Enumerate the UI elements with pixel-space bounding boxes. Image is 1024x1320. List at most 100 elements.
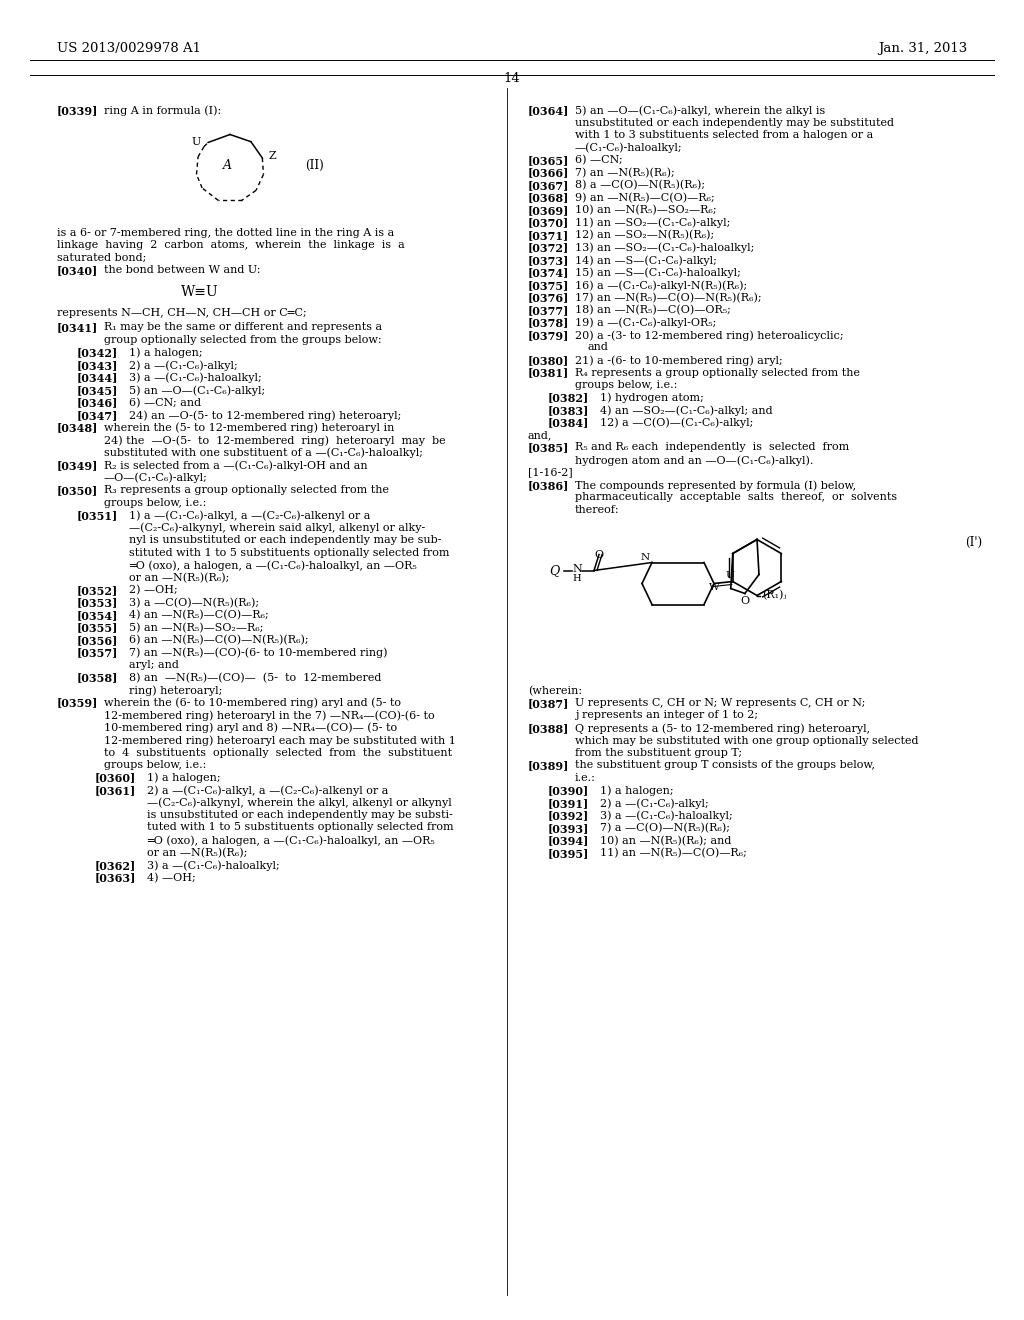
Text: The compounds represented by formula (I) below,: The compounds represented by formula (I)… (575, 480, 856, 491)
Text: [0394]: [0394] (548, 836, 590, 846)
Text: saturated bond;: saturated bond; (57, 252, 146, 263)
Text: [0348]: [0348] (57, 422, 98, 433)
Text: R₂ is selected from a —(C₁-C₆)-alkyl-OH and an: R₂ is selected from a —(C₁-C₆)-alkyl-OH … (104, 459, 368, 470)
Text: with 1 to 3 substituents selected from a halogen or a: with 1 to 3 substituents selected from a… (575, 129, 873, 140)
Text: [0353]: [0353] (77, 598, 119, 609)
Text: 3) a —(C₁-C₆)-haloalkyl;: 3) a —(C₁-C₆)-haloalkyl; (600, 810, 733, 821)
Text: 12-membered ring) heteroaryl each may be substituted with 1: 12-membered ring) heteroaryl each may be… (104, 735, 456, 746)
Text: [0344]: [0344] (77, 372, 119, 384)
Text: substituted with one substituent of a —(C₁-C₆)-haloalkyl;: substituted with one substituent of a —(… (104, 447, 423, 458)
Text: 5) an —N(R₅)—SO₂—R₆;: 5) an —N(R₅)—SO₂—R₆; (129, 623, 263, 632)
Text: ring) heteroaryl;: ring) heteroaryl; (129, 685, 222, 696)
Text: [0377]: [0377] (528, 305, 569, 315)
Text: [1-16-2]: [1-16-2] (528, 467, 572, 478)
Text: 16) a —(C₁-C₆)-alkyl-N(R₅)(R₆);: 16) a —(C₁-C₆)-alkyl-N(R₅)(R₆); (575, 280, 748, 290)
Text: [0389]: [0389] (528, 760, 569, 771)
Text: [0395]: [0395] (548, 847, 590, 859)
Text: [0345]: [0345] (77, 385, 119, 396)
Text: wherein the (5- to 12-membered ring) heteroaryl in: wherein the (5- to 12-membered ring) het… (104, 422, 394, 433)
Text: i.e.:: i.e.: (575, 774, 596, 783)
Text: R₅ and R₆ each  independently  is  selected  from: R₅ and R₆ each independently is selected… (575, 442, 849, 453)
Text: [0347]: [0347] (77, 411, 119, 421)
Text: aryl; and: aryl; and (129, 660, 179, 671)
Text: [0352]: [0352] (77, 585, 118, 597)
Text: and: and (588, 342, 609, 352)
Text: [0378]: [0378] (528, 318, 569, 329)
Text: R₁ may be the same or different and represents a: R₁ may be the same or different and repr… (104, 322, 382, 333)
Text: [0384]: [0384] (548, 417, 590, 429)
Text: ═O (oxo), a halogen, a —(C₁-C₆)-haloalkyl, an —OR₅: ═O (oxo), a halogen, a —(C₁-C₆)-haloalky… (129, 560, 417, 570)
Text: 6) —CN; and: 6) —CN; and (129, 397, 201, 408)
Text: A: A (222, 158, 231, 172)
Text: stituted with 1 to 5 substituents optionally selected from: stituted with 1 to 5 substituents option… (129, 548, 450, 557)
Text: U: U (725, 572, 734, 579)
Text: [0346]: [0346] (77, 397, 119, 408)
Text: group optionally selected from the groups below:: group optionally selected from the group… (104, 335, 382, 345)
Text: [0359]: [0359] (57, 697, 98, 709)
Text: j represents an integer of 1 to 2;: j represents an integer of 1 to 2; (575, 710, 758, 721)
Text: 18) an —N(R₅)—C(O)—OR₅;: 18) an —N(R₅)—C(O)—OR₅; (575, 305, 731, 315)
Text: [0374]: [0374] (528, 268, 569, 279)
Text: [0376]: [0376] (528, 293, 569, 304)
Text: [0341]: [0341] (57, 322, 98, 334)
Text: from the substituent group T;: from the substituent group T; (575, 748, 742, 758)
Text: ring A in formula (I):: ring A in formula (I): (104, 106, 221, 116)
Text: 12) a —C(O)—(C₁-C₆)-alkyl;: 12) a —C(O)—(C₁-C₆)-alkyl; (600, 417, 754, 428)
Text: H: H (572, 574, 582, 583)
Text: [0356]: [0356] (77, 635, 119, 645)
Text: [0349]: [0349] (57, 459, 98, 471)
Text: [0385]: [0385] (528, 442, 569, 454)
Text: [0358]: [0358] (77, 672, 119, 684)
Text: 11) an —N(R₅)—C(O)—R₆;: 11) an —N(R₅)—C(O)—R₆; (600, 847, 746, 858)
Text: 11) an —SO₂—(C₁-C₆)-alkyl;: 11) an —SO₂—(C₁-C₆)-alkyl; (575, 218, 730, 228)
Text: unsubstituted or each independently may be substituted: unsubstituted or each independently may … (575, 117, 894, 128)
Text: [0375]: [0375] (528, 280, 569, 290)
Text: [0355]: [0355] (77, 623, 119, 634)
Text: [0339]: [0339] (57, 106, 98, 116)
Text: —(C₂-C₆)-alkynyl, wherein said alkyl, alkenyl or alky-: —(C₂-C₆)-alkynyl, wherein said alkyl, al… (129, 523, 425, 533)
Text: 9) an —N(R₅)—C(O)—R₆;: 9) an —N(R₅)—C(O)—R₆; (575, 193, 715, 203)
Text: 5) an —O—(C₁-C₆)-alkyl;: 5) an —O—(C₁-C₆)-alkyl; (129, 385, 265, 396)
Text: 1) a halogen;: 1) a halogen; (147, 772, 220, 783)
Text: [0372]: [0372] (528, 243, 569, 253)
Text: 4) an —SO₂—(C₁-C₆)-alkyl; and: 4) an —SO₂—(C₁-C₆)-alkyl; and (600, 405, 773, 416)
Text: [0362]: [0362] (95, 861, 136, 871)
Text: 20) a -(3- to 12-membered ring) heteroalicyclic;: 20) a -(3- to 12-membered ring) heteroal… (575, 330, 844, 341)
Text: [0380]: [0380] (528, 355, 569, 366)
Text: 24) an —O-(5- to 12-membered ring) heteroaryl;: 24) an —O-(5- to 12-membered ring) heter… (129, 411, 401, 421)
Text: 6) —CN;: 6) —CN; (575, 154, 623, 165)
Text: (R₁)ⱼ: (R₁)ⱼ (762, 590, 786, 601)
Text: 4) —OH;: 4) —OH; (147, 873, 196, 883)
Text: 6) an —N(R₅)—C(O)—N(R₅)(R₆);: 6) an —N(R₅)—C(O)—N(R₅)(R₆); (129, 635, 308, 645)
Text: [0367]: [0367] (528, 180, 569, 191)
Text: 2) a —(C₁-C₆)-alkyl, a —(C₂-C₆)-alkenyl or a: 2) a —(C₁-C₆)-alkyl, a —(C₂-C₆)-alkenyl … (147, 785, 388, 796)
Text: 13) an —SO₂—(C₁-C₆)-haloalkyl;: 13) an —SO₂—(C₁-C₆)-haloalkyl; (575, 243, 755, 253)
Text: 3) a —(C₁-C₆)-haloalkyl;: 3) a —(C₁-C₆)-haloalkyl; (129, 372, 262, 383)
Text: —(C₂-C₆)-alkynyl, wherein the alkyl, alkenyl or alkynyl: —(C₂-C₆)-alkynyl, wherein the alkyl, alk… (147, 797, 452, 808)
Text: 1) a —(C₁-C₆)-alkyl, a —(C₂-C₆)-alkenyl or a: 1) a —(C₁-C₆)-alkyl, a —(C₂-C₆)-alkenyl … (129, 510, 371, 520)
Text: 3) a —(C₁-C₆)-haloalkyl;: 3) a —(C₁-C₆)-haloalkyl; (147, 861, 280, 871)
Text: [0340]: [0340] (57, 265, 98, 276)
Text: 1) hydrogen atom;: 1) hydrogen atom; (600, 392, 703, 403)
Text: [0387]: [0387] (528, 698, 569, 709)
Text: [0391]: [0391] (548, 799, 589, 809)
Text: 7) a —C(O)—N(R₅)(R₆);: 7) a —C(O)—N(R₅)(R₆); (600, 822, 730, 833)
Text: [0379]: [0379] (528, 330, 569, 341)
Text: [0393]: [0393] (548, 822, 590, 834)
Text: U represents C, CH or N; W represents C, CH or N;: U represents C, CH or N; W represents C,… (575, 698, 865, 708)
Text: 14) an —S—(C₁-C₆)-alkyl;: 14) an —S—(C₁-C₆)-alkyl; (575, 255, 717, 265)
Text: [0350]: [0350] (57, 484, 98, 496)
Text: [0364]: [0364] (528, 106, 569, 116)
Text: [0369]: [0369] (528, 205, 569, 216)
Text: 10-membered ring) aryl and 8) —NR₄—(CO)— (5- to: 10-membered ring) aryl and 8) —NR₄—(CO)—… (104, 722, 397, 733)
Text: [0371]: [0371] (528, 230, 569, 242)
Text: 7) an —N(R₅)(R₆);: 7) an —N(R₅)(R₆); (575, 168, 675, 178)
Text: 1) a halogen;: 1) a halogen; (600, 785, 674, 796)
Text: [0354]: [0354] (77, 610, 119, 620)
Text: 5) an —O—(C₁-C₆)-alkyl, wherein the alkyl is: 5) an —O—(C₁-C₆)-alkyl, wherein the alky… (575, 106, 825, 116)
Text: (II): (II) (305, 158, 324, 172)
Text: W: W (710, 583, 720, 591)
Text: [0388]: [0388] (528, 723, 569, 734)
Text: is unsubstituted or each independently may be substi-: is unsubstituted or each independently m… (147, 810, 453, 820)
Text: Z: Z (268, 150, 276, 161)
